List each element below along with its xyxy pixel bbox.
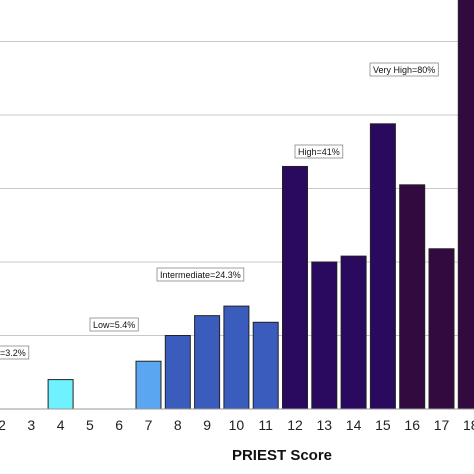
annotation-label: Very Low=3.2% [0, 345, 30, 360]
x-tick-label: 3 [27, 417, 35, 433]
annotation-box [369, 62, 439, 77]
bars [47, 0, 474, 410]
annotation-box [156, 267, 245, 282]
bar-score-7 [135, 360, 162, 410]
annotation-label: Low=5.4% [89, 317, 139, 332]
bar-score-14 [340, 255, 367, 410]
x-tick-label: 6 [115, 417, 123, 433]
svg-text:Low=5.4%: Low=5.4% [93, 320, 135, 330]
annotation-box [0, 345, 30, 360]
x-tick-labels: 2 3 4 5 6 7 8 9 10 11 12 13 14 15 16 17 18 [0, 417, 474, 433]
x-tick-label: 11 [258, 417, 273, 433]
x-tick-label: 9 [203, 417, 211, 433]
bar-score-11 [252, 321, 279, 410]
x-tick-label: 8 [174, 417, 182, 433]
annotation-box [89, 317, 139, 332]
x-tick-label: 12 [287, 417, 303, 433]
annotation-label: High=41% [294, 144, 344, 159]
bar-score-15 [369, 123, 396, 410]
annotations: Very Low=3.2% Low=5.4% Intermediate=24.3% H… [0, 62, 439, 360]
bar-score-4 [47, 379, 74, 410]
bar-score-8 [164, 335, 191, 410]
annotation-label: Intermediate=24.3% [156, 267, 245, 282]
svg-text:Intermediate=24.3%: Intermediate=24.3% [160, 270, 241, 280]
x-tick-label: 13 [317, 417, 333, 433]
svg-text:High=41%: High=41% [298, 147, 340, 157]
x-tick-label: 5 [86, 417, 94, 433]
x-tick-label: 7 [145, 417, 153, 433]
bar-score-10 [223, 305, 250, 410]
bar-score-17 [428, 248, 455, 410]
x-tick-label: 16 [404, 417, 420, 433]
annotation-label: Very High=80% [369, 62, 439, 77]
bar-score-13 [311, 261, 338, 410]
bar-score-12 [282, 165, 308, 410]
bar-score-18 [457, 0, 474, 410]
bar-score-9 [194, 315, 221, 410]
svg-text:Very Low=3.2%: Very Low=3.2% [0, 348, 26, 358]
x-tick-label: 4 [57, 417, 65, 433]
x-axis-title: PRIEST Score [232, 447, 332, 464]
bar-score-16 [399, 184, 426, 410]
svg-text:Very High=80%: Very High=80% [373, 65, 435, 75]
annotation-box [294, 144, 344, 159]
x-tick-label: 17 [434, 417, 450, 433]
x-tick-label: 2 [0, 417, 6, 433]
x-tick-label: 18 [463, 417, 474, 433]
x-tick-label: 15 [375, 417, 391, 433]
x-tick-label: 14 [346, 417, 362, 433]
x-tick-label: 10 [229, 417, 245, 433]
